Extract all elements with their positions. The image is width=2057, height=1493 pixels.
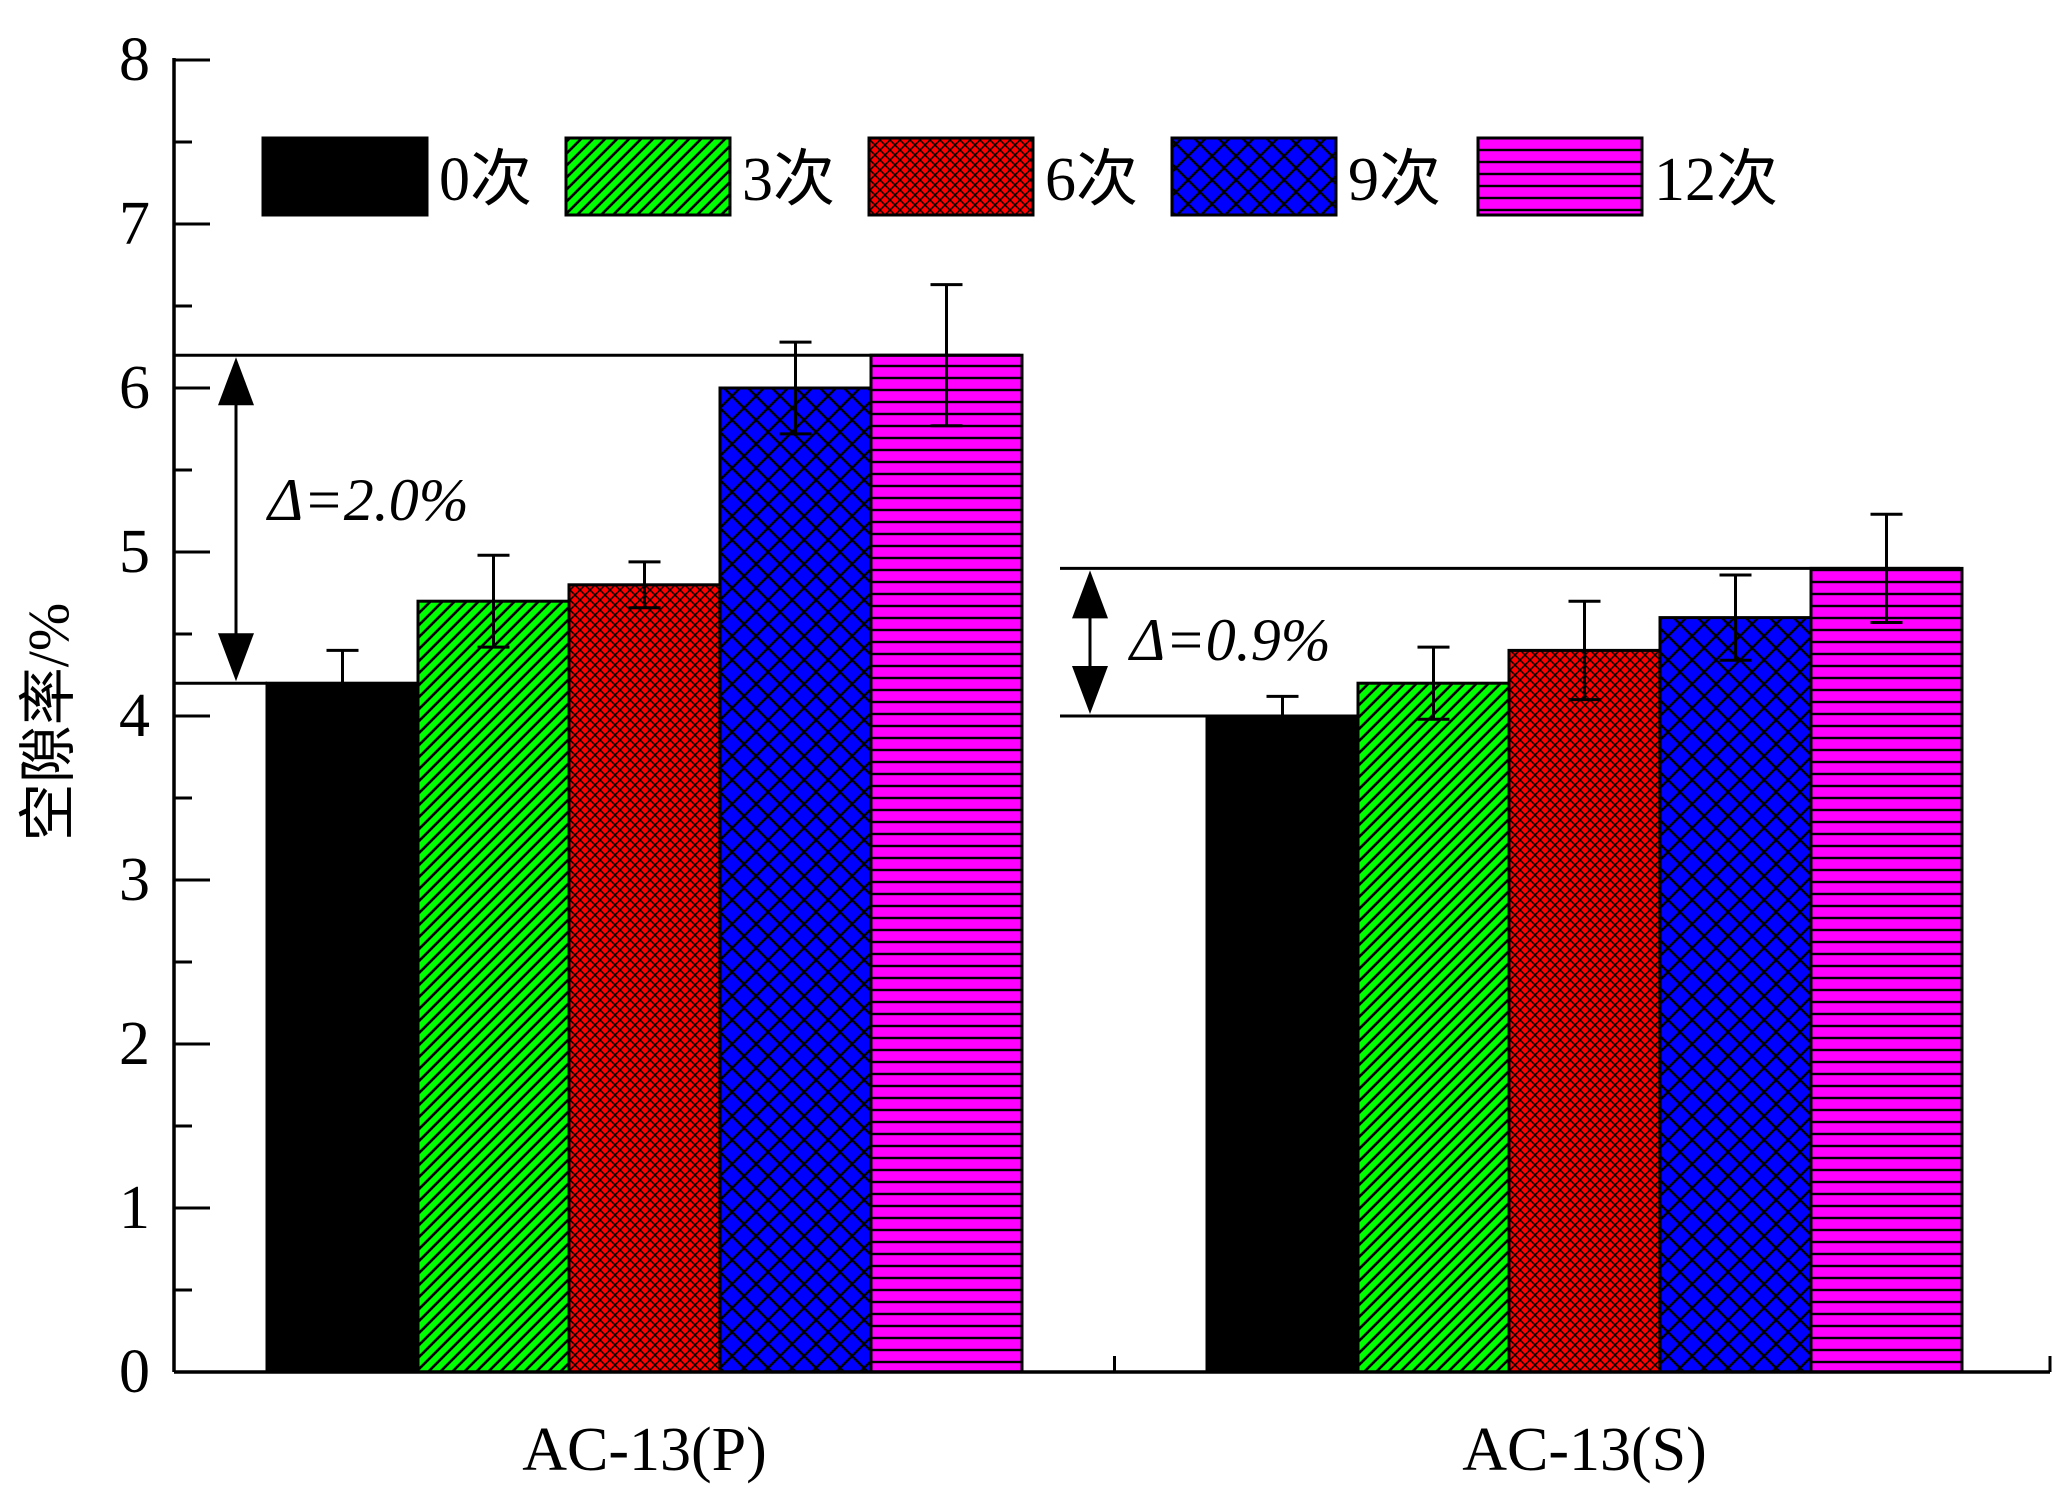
y-tick-label: 5 (119, 518, 150, 586)
bar-1-4 (1809, 566, 1964, 1374)
legend-item-1: 3次 (564, 136, 835, 217)
y-tick-label: 8 (119, 26, 150, 94)
delta-annotation-1: Δ=0.9% (1060, 566, 1960, 718)
annotations: Δ=2.0% Δ=0.9% (174, 353, 1960, 718)
bars (265, 353, 1964, 1374)
bar-0-4 (869, 353, 1024, 1374)
legend-item-3: 9次 (1170, 136, 1441, 217)
y-tick-label: 0 (119, 1338, 150, 1406)
error-bar-1-1 (1417, 645, 1450, 721)
error-bar-0-1 (477, 553, 510, 649)
y-axis-label: 空隙率/% (16, 603, 81, 841)
error-bar-1-3 (1719, 573, 1752, 662)
legend-swatch (564, 136, 732, 217)
arrow-down-icon (218, 633, 254, 682)
bar-1-0 (1205, 714, 1360, 1374)
y-tick-label: 3 (119, 846, 150, 914)
legend-item-2: 6次 (867, 136, 1138, 217)
error-bar-0-2 (628, 560, 661, 610)
legend: 0次 3次 6次 9次 12次 (261, 136, 1778, 217)
legend-swatch (1170, 136, 1338, 217)
x-tick-label: AC-13(P) (522, 1416, 767, 1484)
legend-label: 0次 (439, 146, 532, 214)
arrow-up-icon (1072, 570, 1108, 619)
delta-annotation-0: Δ=2.0% (174, 353, 1020, 685)
y-tick-label: 7 (119, 190, 150, 258)
bar-1-3 (1658, 616, 1813, 1374)
arrow-down-icon (1072, 666, 1108, 714)
error-bar-1-2 (1568, 599, 1601, 702)
bar-0-1 (416, 599, 571, 1374)
error-bar-1-0 (1266, 694, 1299, 738)
bar-0-2 (567, 583, 722, 1374)
y-tick-label: 2 (119, 1010, 150, 1078)
legend-item-4: 12次 (1476, 136, 1778, 217)
arrow-up-icon (218, 357, 254, 406)
axes: 0 1 2 3 4 5 6 7 8 AC-13(P) AC-13(S) (119, 26, 2052, 1484)
bar-0-0 (265, 681, 420, 1374)
legend-label: 12次 (1654, 146, 1778, 214)
legend-item-0: 0次 (261, 136, 532, 217)
error-bar-0-0 (326, 648, 359, 718)
delta-label: Δ=2.0% (266, 467, 469, 533)
x-tick-label: AC-13(S) (1462, 1416, 1707, 1484)
y-tick-label: 4 (119, 682, 150, 750)
legend-label: 3次 (742, 146, 835, 214)
legend-swatch (261, 136, 429, 217)
legend-label: 6次 (1045, 146, 1138, 214)
bar-1-2 (1507, 648, 1662, 1374)
legend-swatch (867, 136, 1035, 217)
bar-1-1 (1356, 681, 1511, 1374)
y-tick-label: 1 (119, 1174, 150, 1242)
error-bar-0-3 (779, 340, 812, 436)
legend-label: 9次 (1348, 146, 1441, 214)
legend-swatch (1476, 136, 1644, 217)
y-tick-label: 6 (119, 354, 150, 422)
delta-label: Δ=0.9% (1128, 607, 1331, 673)
bar-0-3 (718, 386, 873, 1374)
